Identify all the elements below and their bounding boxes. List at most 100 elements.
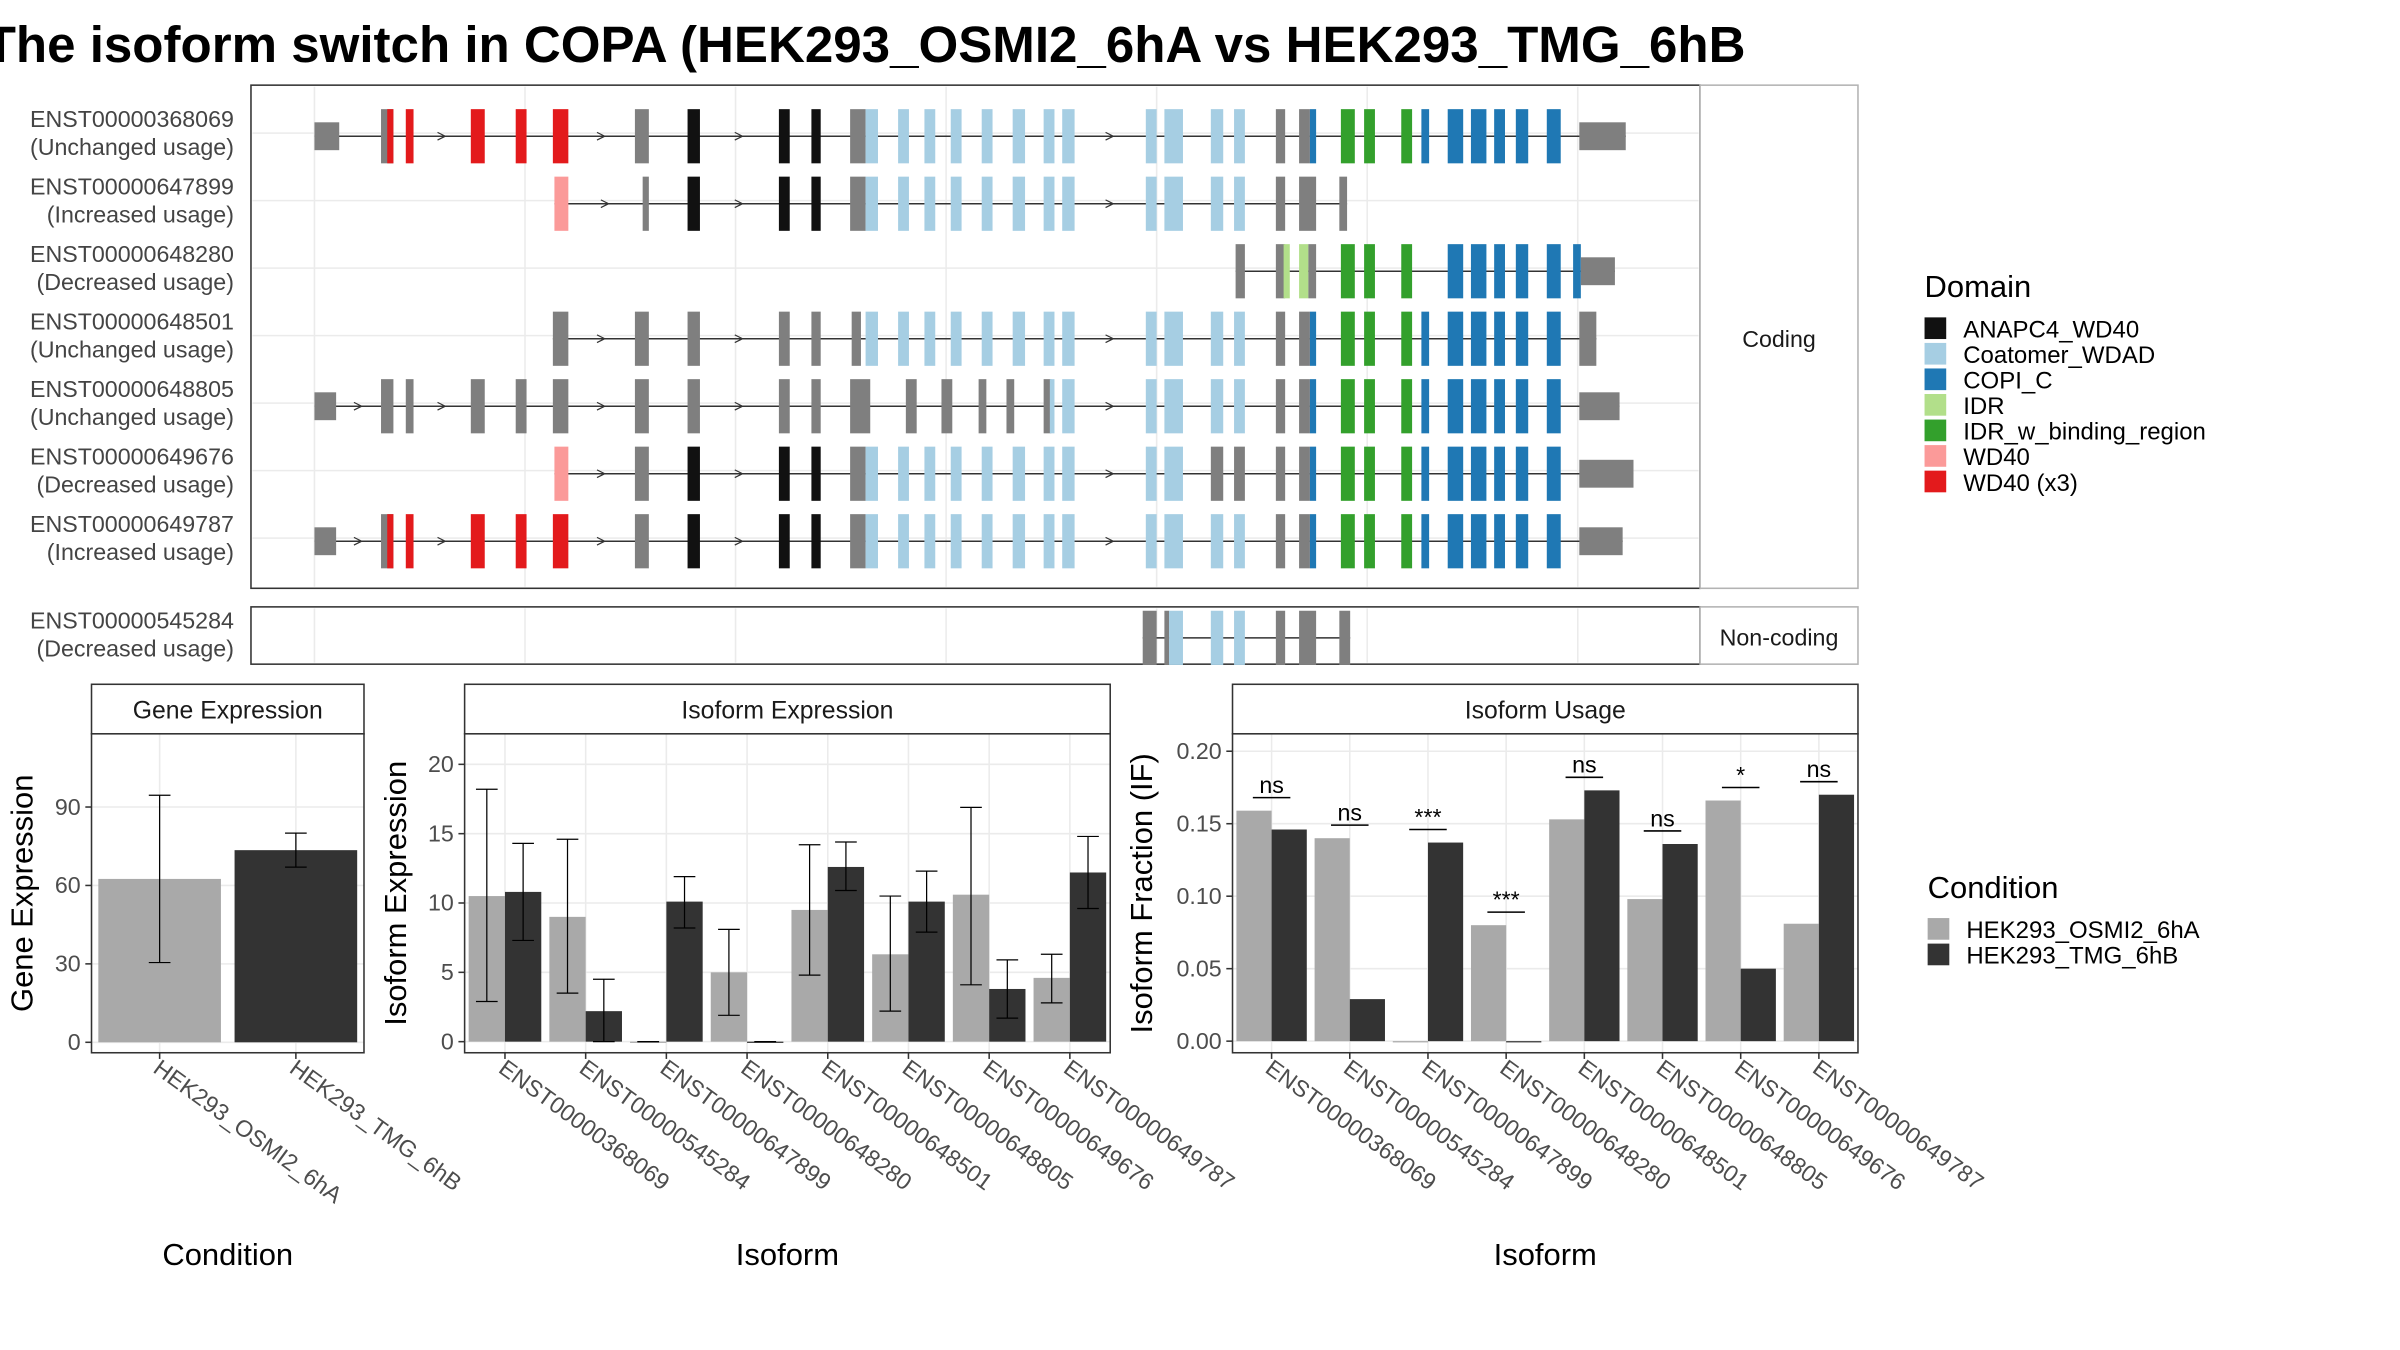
exon-copi-c: [1515, 109, 1529, 164]
exon-plain: [1275, 446, 1286, 501]
legend-key: [1924, 368, 1947, 391]
exon-copi-c: [1494, 379, 1505, 434]
exon-copi-c: [1546, 379, 1561, 434]
exon-coatomer-wdad: [898, 176, 909, 231]
domain-legend-title: Domain: [1925, 269, 2032, 304]
exon-coatomer-wdad: [865, 311, 878, 366]
exon-coatomer-wdad: [981, 176, 993, 231]
bar: [1427, 842, 1464, 1042]
y-tick-label: 15: [428, 820, 454, 846]
legend-key: [1924, 419, 1947, 442]
exon-plain: [515, 379, 527, 434]
exon-coatomer-wdad: [1145, 176, 1157, 231]
legend-key: [1927, 943, 1950, 966]
intron-arrow: [437, 131, 447, 141]
exon-plain: [978, 379, 987, 434]
exon-plain: [1579, 392, 1620, 421]
bar: [1392, 1041, 1428, 1043]
exon-coatomer-wdad: [1164, 514, 1183, 569]
transcript-id-label: ENST00000649676: [30, 443, 234, 469]
exon-copi-c: [1494, 311, 1505, 366]
exon-coatomer-wdad: [1234, 109, 1245, 164]
y-tick-label: 0: [68, 1029, 81, 1055]
exon-plain: [1308, 244, 1317, 299]
intron-arrow: [1105, 334, 1115, 344]
exon-idr: [1283, 244, 1290, 299]
intron-arrow: [353, 536, 364, 546]
intron-arrow: [734, 401, 744, 411]
intron-arrow: [596, 131, 607, 141]
plot-border: [1231, 733, 1859, 1054]
exon-plain: [1275, 311, 1286, 366]
intron-arrow: [596, 334, 607, 344]
y-axis-title: Isoform Expression: [378, 761, 413, 1026]
exon-copi-c: [1494, 514, 1505, 569]
exon-idr-w-binding-region: [1401, 379, 1413, 434]
transcript-usage-label: (Increased usage): [47, 539, 234, 565]
exon-anapc4-wd40: [811, 514, 821, 569]
y-tick-label: 0: [441, 1028, 454, 1054]
exon-coatomer-wdad: [1062, 109, 1075, 164]
exon-coatomer-wdad: [1145, 379, 1157, 434]
exon-plain: [905, 379, 917, 434]
exon-coatomer-wdad: [1043, 514, 1055, 569]
exon-plain: [314, 392, 337, 421]
exon-copi-c: [1546, 311, 1561, 366]
exon-coatomer-wdad: [1043, 176, 1055, 231]
exon-copi-c: [1309, 109, 1317, 164]
exon-copi-c: [1309, 379, 1317, 434]
y-tick-label: 60: [55, 872, 81, 898]
exon-idr-w-binding-region: [1364, 311, 1375, 366]
exon-coatomer-wdad: [1234, 610, 1245, 665]
exon-wd40-x3-: [405, 109, 414, 164]
exon-plain: [1579, 527, 1623, 556]
exon-plain: [811, 311, 821, 366]
exon-coatomer-wdad: [1169, 610, 1183, 665]
exon-copi-c: [1515, 514, 1529, 569]
exon-coatomer-wdad: [1210, 514, 1224, 569]
y-tick-label: 30: [55, 951, 81, 977]
exon-coatomer-wdad: [1043, 109, 1055, 164]
legend-key: [1924, 394, 1947, 416]
exon-plain: [1299, 176, 1317, 231]
bar: [1627, 899, 1663, 1042]
exon-wd40-x3-: [515, 109, 527, 164]
exon-coatomer-wdad: [1062, 176, 1075, 231]
exon-wd40-x3-: [470, 514, 485, 569]
exon-coatomer-wdad: [898, 446, 909, 501]
exon-anapc4-wd40: [778, 514, 790, 569]
transcript-usage-label: (Increased usage): [47, 201, 234, 227]
exon-coatomer-wdad: [1210, 379, 1224, 434]
exon-copi-c: [1421, 311, 1430, 366]
exon-coatomer-wdad: [1234, 379, 1245, 434]
transcript-usage-label: (Decreased usage): [36, 269, 233, 295]
intron-arrow: [734, 469, 744, 479]
exon-idr-w-binding-region: [1401, 514, 1413, 569]
intron-arrow: [1105, 536, 1115, 546]
exon-coatomer-wdad: [1062, 446, 1075, 501]
exon-idr-w-binding-region: [1364, 244, 1375, 299]
exon-plain: [314, 122, 340, 151]
facet-strip: [1231, 683, 1859, 735]
exon-copi-c: [1309, 446, 1317, 501]
exon-coatomer-wdad: [898, 514, 909, 569]
exon-idr-w-binding-region: [1340, 109, 1355, 164]
bar: [1740, 968, 1776, 1042]
isoform-expression-chart: Isoform Expression05101520ENST0000036806…: [378, 683, 1239, 1272]
exon-plain: [778, 379, 790, 434]
exon-plain: [1164, 610, 1170, 665]
exon-plain: [1275, 610, 1286, 665]
exon-plain: [1299, 109, 1310, 164]
exon-coatomer-wdad: [865, 109, 878, 164]
exon-coatomer-wdad: [1062, 514, 1075, 569]
transcript-id-label: ENST00000648805: [30, 376, 234, 402]
exon-copi-c: [1447, 446, 1464, 501]
exon-wd40-x3-: [515, 514, 527, 569]
intron-arrow: [734, 131, 744, 141]
exon-plain: [1579, 459, 1634, 488]
exon-idr-w-binding-region: [1364, 514, 1375, 569]
exon-wd40-x3-: [387, 514, 394, 569]
exon-idr-w-binding-region: [1364, 446, 1375, 501]
domain-legend-label: ANAPC4_WD40: [1963, 317, 2139, 344]
condition-legend-title: Condition: [1928, 870, 2059, 905]
